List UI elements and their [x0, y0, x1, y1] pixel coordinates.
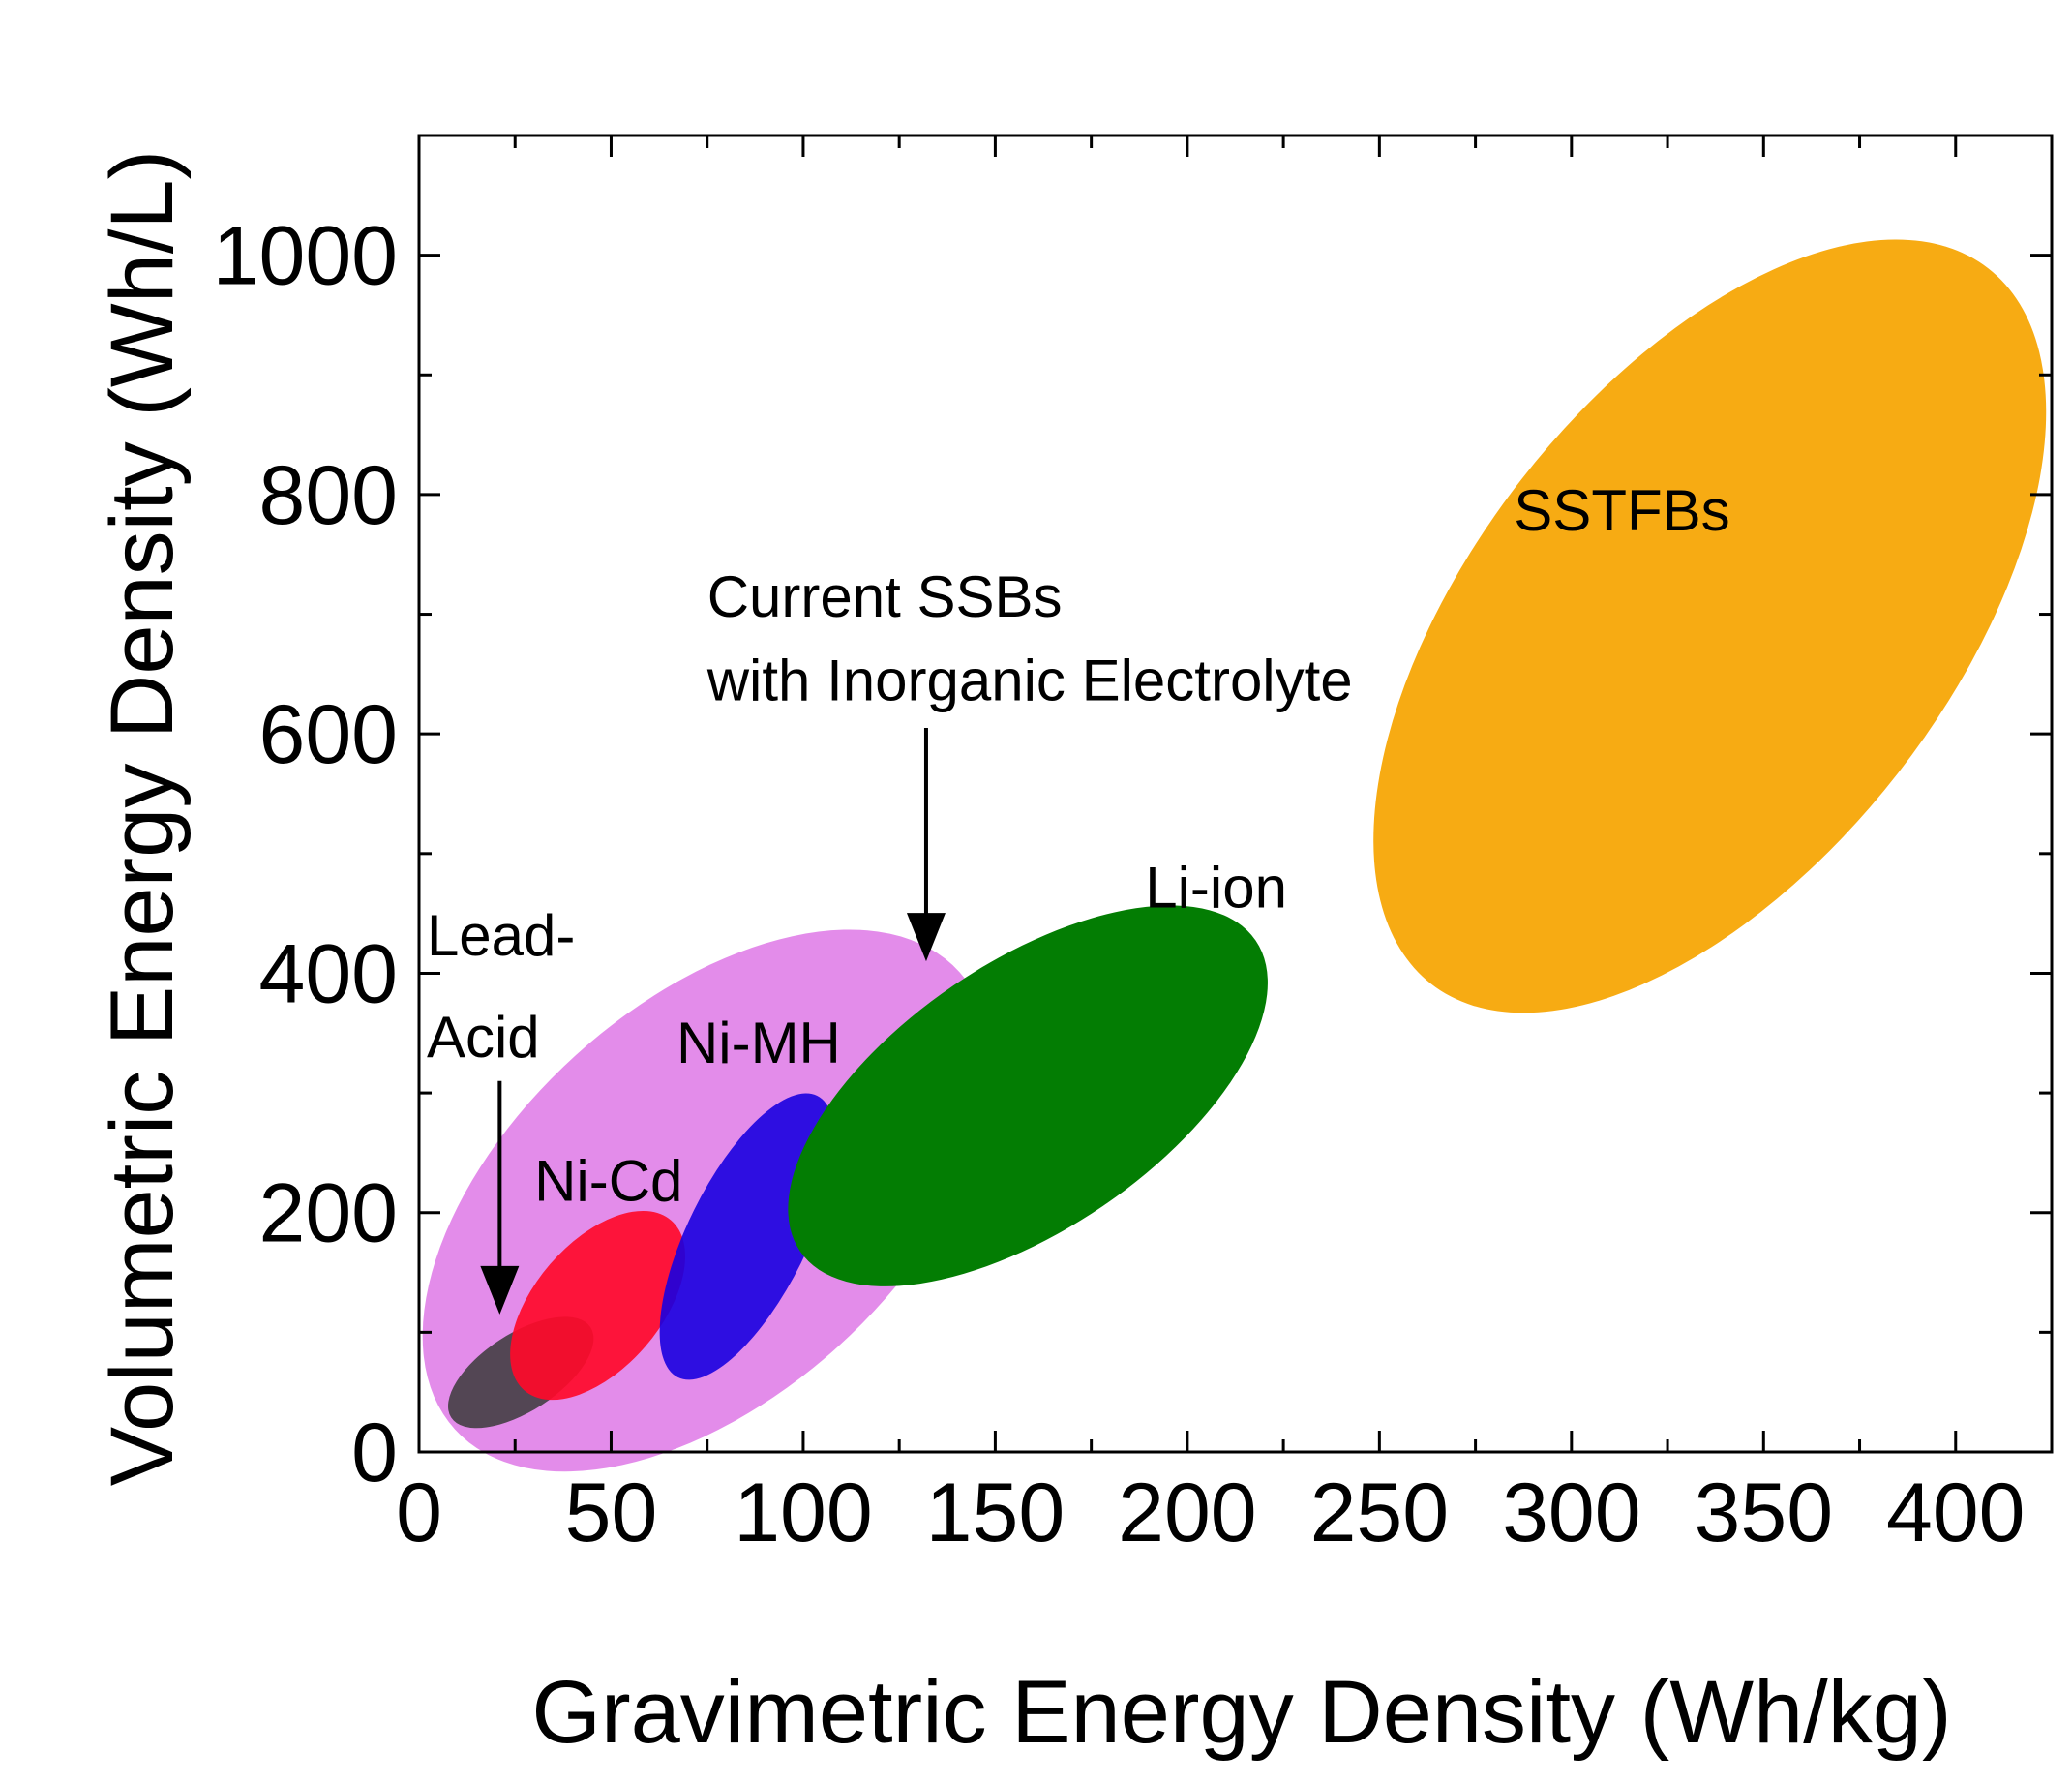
- x-tick-label: 50: [565, 1467, 658, 1559]
- annotation-label: Li-ion: [1145, 855, 1287, 920]
- arrows-layer: [480, 728, 946, 1315]
- x-tick-label: 150: [926, 1467, 1066, 1559]
- region-sstfbs: [1373, 239, 2047, 1013]
- arrow-head: [906, 913, 946, 962]
- y-tick-label: 600: [259, 688, 399, 781]
- x-tick-label: 350: [1695, 1467, 1834, 1559]
- y-tick-label: 800: [259, 449, 399, 542]
- annotation-label: Ni-MH: [676, 1011, 841, 1075]
- annotation-label: with Inorganic Electrolyte: [706, 649, 1353, 713]
- y-tick-label: 400: [259, 927, 399, 1020]
- tick-labels: 0 50 100 150 200 250 300 350 400 0 200 400 600 800 100…: [213, 210, 2026, 1559]
- plot-border: [417, 134, 2054, 1454]
- y-tick-label: 200: [259, 1167, 399, 1260]
- x-tick-label: 400: [1886, 1467, 2026, 1559]
- annotation-label: Lead-: [427, 903, 575, 968]
- annotation-label: SSTFBs: [1514, 478, 1729, 543]
- arrow-head: [480, 1265, 520, 1315]
- annotation-label: Acid: [427, 1005, 540, 1070]
- y-tick-label: 1000: [213, 210, 398, 303]
- x-tick-label: 300: [1502, 1467, 1641, 1559]
- region-ni-mh: [659, 1093, 836, 1380]
- x-tick-label: 250: [1310, 1467, 1450, 1559]
- axis-ticks: [417, 134, 2054, 1454]
- x-tick-label: 200: [1118, 1467, 1257, 1559]
- y-axis-title: Volumetric Energy Density (Wh/L): [93, 150, 192, 1486]
- y-tick-label: 0: [351, 1406, 398, 1499]
- arrow: [480, 1080, 520, 1315]
- annotations-layer: SSTFBs Current SSBs with Inorganic Electro…: [427, 478, 1730, 1213]
- regions-layer: [422, 239, 2047, 1472]
- plot-frame: [417, 134, 2054, 1454]
- x-axis-title: Gravimetric Energy Density (Wh/kg): [531, 1663, 1951, 1762]
- annotation-label: Current SSBs: [707, 564, 1063, 629]
- annotation-label: Ni-Cd: [534, 1148, 682, 1213]
- region-ni-cd: [510, 1210, 685, 1401]
- x-tick-label: 0: [396, 1467, 442, 1559]
- x-tick-label: 100: [734, 1467, 873, 1559]
- arrow: [906, 728, 946, 962]
- region-li-ion: [788, 905, 1268, 1286]
